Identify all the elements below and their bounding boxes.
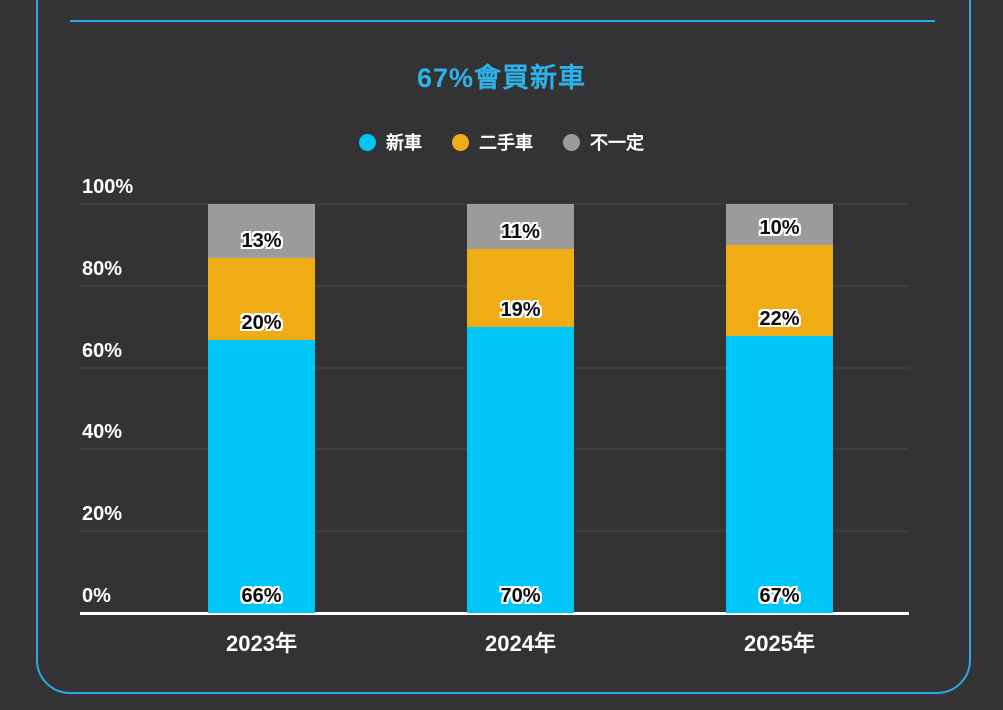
segment-value-label: 11% <box>501 221 540 243</box>
legend-item: 二手車 <box>452 129 533 155</box>
bar-segment: 22% <box>726 245 833 337</box>
segment-value-label: 66% <box>241 585 282 607</box>
segment-value-label: 19% <box>500 298 541 321</box>
y-axis-tick-label: 60% <box>82 339 123 362</box>
bar-segment: 11% <box>467 204 574 249</box>
y-axis-tick-label: 80% <box>82 257 123 280</box>
legend-dot-icon <box>452 133 469 151</box>
y-axis-tick-label: 0% <box>82 585 111 607</box>
y-axis-tick-label: 100% <box>82 176 134 198</box>
x-axis-line <box>80 612 909 615</box>
bar-column: 67% 22% 10% 2025年 <box>650 204 909 656</box>
top-divider-line <box>70 20 935 22</box>
bar-segment: 19% <box>467 249 574 327</box>
y-axis-tick-label: 40% <box>82 421 123 444</box>
y-axis-tick-label: 20% <box>82 503 123 526</box>
gridline <box>80 203 909 205</box>
x-axis-tick-label: 2023年 <box>226 631 297 656</box>
bar-segment: 70% <box>467 326 574 613</box>
x-axis-tick-label: 2025年 <box>744 631 815 656</box>
segment-value-label: 70% <box>500 585 541 607</box>
legend-label: 不一定 <box>590 133 644 153</box>
stacked-bar: 70% 19% 11% <box>467 204 574 613</box>
legend-item: 不一定 <box>563 129 644 155</box>
segment-value-label: 67% <box>759 585 800 607</box>
legend: 新車 二手車 不一定 <box>0 129 1003 155</box>
segment-value-label: 10% <box>759 217 800 240</box>
stacked-bar: 66% 20% 13% <box>208 204 315 613</box>
bar-column: 66% 20% 13% 2023年 <box>132 204 391 656</box>
bar-segment: 66% <box>208 340 315 613</box>
x-axis-tick-label: 2024年 <box>485 631 556 656</box>
legend-dot-icon <box>563 133 580 151</box>
legend-label: 新車 <box>386 133 422 153</box>
bar-segment: 10% <box>726 204 833 246</box>
legend-dot-icon <box>359 133 376 151</box>
bar-segment: 20% <box>208 257 315 341</box>
bar-area: 66% 20% 13% 2023年 70% 19% 11% 2024年 67% 22% 10% 202… <box>132 204 909 656</box>
bar-segment: 67% <box>726 336 833 613</box>
bar-column: 70% 19% 11% 2024年 <box>391 204 650 656</box>
legend-item: 新車 <box>359 129 422 155</box>
segment-value-label: 13% <box>241 229 282 252</box>
segment-value-label: 20% <box>241 312 282 335</box>
segment-value-label: 22% <box>759 308 800 331</box>
stacked-bar-chart: 66% 20% 13% 2023年 70% 19% 11% 2024年 67% 22% 10% 202… <box>80 176 909 656</box>
stacked-bar: 67% 22% 10% <box>726 204 833 613</box>
legend-label: 二手車 <box>479 133 533 153</box>
chart-title: 67%會買新車 <box>416 63 587 93</box>
bar-segment: 13% <box>208 204 315 258</box>
